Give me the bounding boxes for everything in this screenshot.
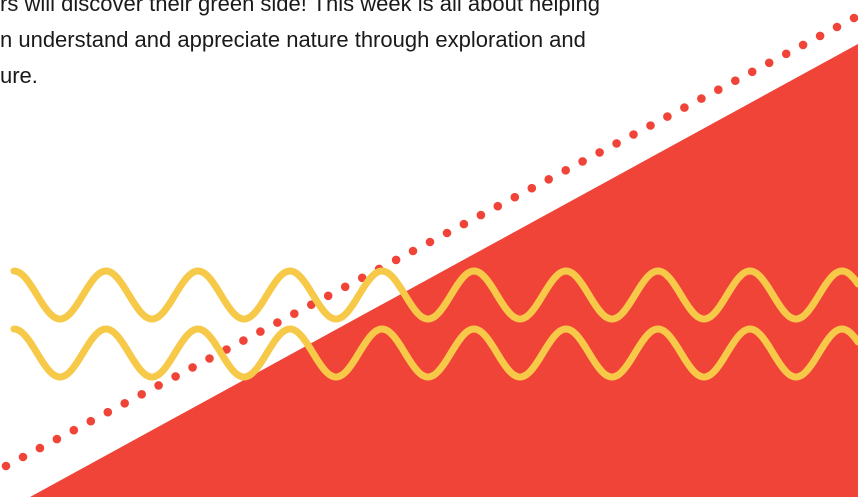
dot: [697, 94, 706, 103]
dot: [646, 121, 655, 130]
dot: [680, 103, 689, 112]
red-triangle-shape: [30, 44, 858, 497]
dot: [273, 318, 282, 327]
wave-line-bottom: [10, 325, 858, 381]
dot: [239, 336, 248, 345]
intro-paragraph: rs will discover their green side! This …: [0, 0, 760, 94]
dot: [323, 291, 333, 301]
dot: [476, 210, 486, 220]
dot: [747, 67, 757, 77]
dot: [18, 452, 28, 462]
dot: [120, 399, 129, 408]
dot: [731, 76, 740, 85]
dot: [86, 416, 96, 426]
dot: [442, 228, 452, 238]
dot: [798, 40, 808, 50]
dotted-diagonal-line: [1, 13, 858, 471]
dot: [493, 201, 503, 211]
dot: [815, 31, 825, 41]
dot: [188, 363, 197, 372]
dot: [69, 425, 79, 435]
dot: [561, 166, 570, 175]
dot: [340, 282, 350, 292]
dot: [171, 372, 180, 381]
dot: [222, 345, 231, 354]
dot: [595, 148, 604, 157]
dot: [612, 139, 621, 148]
dot: [663, 112, 672, 121]
dot: [629, 130, 638, 139]
dot: [510, 192, 520, 202]
intro-line-1: rs will discover their green side! This …: [0, 0, 600, 16]
dot: [290, 309, 299, 319]
dot: [764, 58, 774, 68]
dot: [256, 327, 265, 336]
dot: [103, 407, 113, 417]
intro-line-3: ure.: [0, 63, 38, 88]
dot: [459, 219, 469, 229]
dot: [408, 246, 418, 256]
dot: [307, 300, 316, 310]
dot: [1, 461, 11, 471]
dot: [154, 381, 163, 390]
dot: [137, 390, 146, 399]
dot: [425, 237, 435, 247]
dot: [578, 157, 587, 166]
intro-line-2: n understand and appreciate nature throu…: [0, 27, 586, 52]
dot: [52, 434, 62, 444]
dot: [391, 255, 401, 265]
dot: [849, 13, 858, 23]
dot: [357, 273, 367, 283]
dot: [781, 49, 791, 59]
dot: [714, 85, 723, 94]
dot: [35, 443, 45, 453]
dot: [832, 22, 842, 32]
dot: [527, 183, 537, 193]
wave-line-top: [10, 267, 858, 323]
dot: [205, 354, 214, 363]
dot: [544, 175, 553, 184]
